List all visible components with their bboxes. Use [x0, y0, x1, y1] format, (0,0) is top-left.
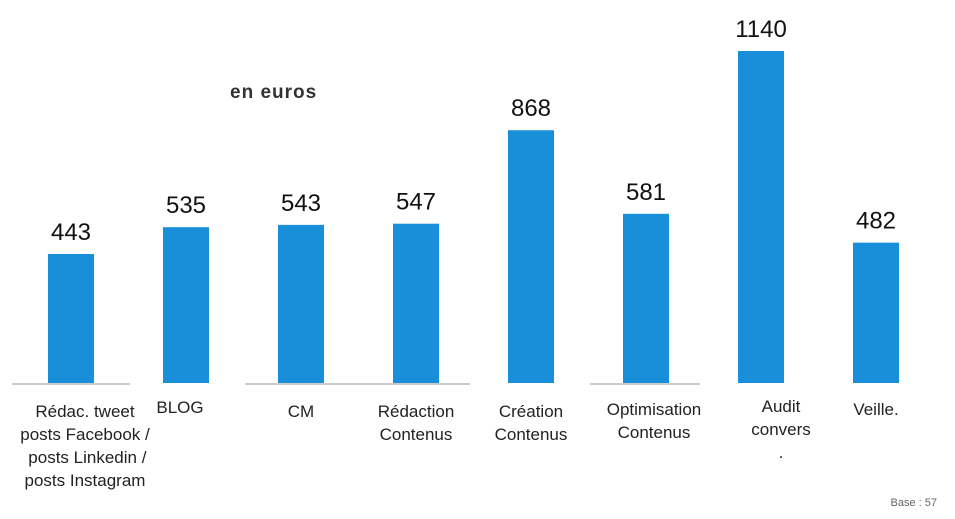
category-label: Rédac. tweet posts Facebook / posts Link…: [20, 402, 150, 490]
value-label: 482: [856, 208, 896, 235]
bar: [738, 51, 784, 383]
category-label: Veille.: [853, 400, 899, 419]
category-label: CM: [287, 402, 315, 421]
bar: [623, 213, 669, 383]
subtitle: en euros: [230, 82, 318, 103]
value-label: 535: [166, 192, 206, 219]
note: Base : 57: [890, 497, 937, 509]
category-label: Audit convers .: [751, 397, 811, 462]
bar: [508, 130, 554, 383]
bar: [48, 253, 94, 383]
value-label: 1140: [735, 16, 787, 43]
value-label: 543: [281, 190, 321, 217]
category-label: Création Contenus: [494, 402, 568, 444]
value-label: 581: [626, 179, 666, 206]
bar: [278, 224, 324, 383]
category-label: Optimisation Contenus: [606, 400, 702, 442]
category-label: Rédaction Contenus: [377, 402, 455, 444]
value-label: 868: [511, 95, 551, 122]
bar: [853, 242, 899, 383]
value-label: 547: [396, 189, 436, 216]
bar: [393, 223, 439, 383]
bar: [163, 227, 209, 383]
value-label: 443: [51, 219, 91, 246]
category-label: BLOG: [156, 398, 204, 417]
